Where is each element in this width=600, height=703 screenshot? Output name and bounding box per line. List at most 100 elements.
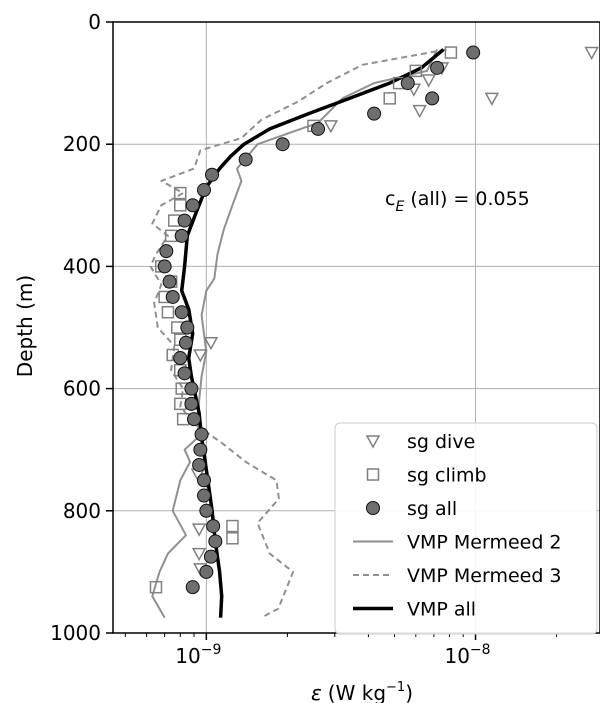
marker-circle [159, 244, 174, 259]
legend-box [334, 422, 598, 635]
marker-square [383, 92, 396, 105]
marker-triangle [191, 523, 207, 537]
marker-triangle [203, 337, 219, 351]
x-axis-units: (W kg [328, 681, 386, 703]
y-tick-label: 0 [88, 10, 101, 34]
marker-triangle [584, 46, 599, 61]
y-tick-label: 200 [63, 132, 101, 156]
marker-circle [187, 412, 202, 427]
marker-circle [185, 580, 200, 595]
marker-square [366, 468, 380, 481]
marker-triangle [484, 92, 500, 106]
x-tick-exponent: −8 [470, 642, 491, 658]
marker-square [409, 64, 423, 78]
marker-circle [311, 121, 326, 136]
marker-circle [174, 305, 189, 320]
series-sg-all [157, 45, 481, 595]
legend-entry: VMP Mermeed 2 [353, 532, 562, 554]
x-axis-label: ε (W kg−1) [311, 680, 413, 703]
annot-subscript: E [395, 199, 404, 215]
series-layer [149, 45, 599, 619]
legend: sg dive sg climb sg all VMP Mermeed 2 VMP Me… [334, 422, 598, 635]
series-vmp-mermeed-3 [149, 48, 447, 619]
marker-triangle [191, 547, 207, 562]
x-tick-label: 10−9 [175, 642, 221, 668]
marker-square [226, 532, 239, 545]
x-axis-units-exp: −1 [386, 680, 405, 695]
marker-circle [180, 320, 195, 335]
marker-circle [238, 152, 253, 167]
annot-prefix: c [385, 188, 395, 210]
marker-circle [199, 503, 214, 518]
marker-circle [177, 366, 192, 381]
y-tick-label: 600 [63, 377, 101, 401]
marker-square [174, 199, 187, 212]
x-tick-label: 10−8 [444, 642, 490, 668]
marker-circle [185, 198, 200, 213]
x-tick-base: 10 [175, 644, 200, 668]
annot-suffix: (all) = 0.055 [404, 188, 529, 210]
marker-triangle [421, 74, 436, 88]
y-tick-label: 1000 [50, 621, 101, 645]
series-line [149, 48, 447, 619]
y-tick-label: 800 [63, 499, 101, 523]
marker-circle [400, 76, 415, 91]
x-tick-base: 10 [444, 644, 469, 668]
marker-circle [165, 289, 180, 304]
legend-label: sg climb [407, 465, 487, 487]
marker-triangle [412, 104, 427, 119]
x-tick-exponent: −9 [201, 642, 222, 658]
marker-circle [194, 427, 209, 442]
ce-annotation: cE (all) = 0.055 [385, 188, 530, 215]
marker-square [161, 305, 175, 319]
marker-triangle [193, 349, 208, 363]
series-line [179, 48, 445, 618]
series-line [151, 49, 439, 619]
legend-entry: sg dive [365, 431, 475, 453]
marker-circle [425, 91, 440, 106]
marker-square [176, 412, 190, 426]
marker-circle [162, 274, 177, 289]
marker-square [444, 46, 458, 59]
legend-label: sg all [407, 498, 457, 520]
series-vmp-all [179, 48, 445, 618]
marker-circle [157, 259, 172, 274]
legend-entry: VMP Mermeed 3 [353, 565, 562, 587]
marker-circle [203, 549, 218, 564]
marker-circle [196, 473, 211, 488]
marker-square [149, 580, 163, 594]
marker-circle [196, 488, 211, 503]
marker-circle [466, 45, 481, 60]
marker-circle [192, 457, 207, 472]
legend-entry: sg climb [366, 465, 487, 487]
legend-label: sg dive [407, 431, 475, 453]
marker-circle [208, 534, 223, 549]
marker-square [174, 186, 187, 200]
marker-circle [205, 167, 220, 182]
marker-circle [366, 501, 380, 515]
marker-circle [275, 137, 290, 152]
marker-circle [367, 106, 382, 121]
marker-circle [206, 519, 221, 534]
marker-circle [430, 60, 445, 75]
x-axis-units-close: ) [405, 681, 413, 703]
marker-circle [173, 351, 188, 366]
marker-circle [196, 183, 211, 198]
legend-label: VMP all [407, 599, 476, 621]
marker-circle [177, 213, 192, 228]
marker-circle [178, 335, 193, 350]
marker-triangle [323, 120, 339, 134]
legend-entry: sg all [366, 498, 457, 520]
x-axis-symbol: ε [311, 681, 322, 703]
legend-label: VMP Mermeed 3 [407, 565, 562, 587]
marker-triangle [365, 435, 381, 449]
legend-label: VMP Mermeed 2 [407, 532, 562, 554]
legend-entry: VMP all [353, 599, 476, 621]
marker-circle [174, 228, 189, 243]
marker-square [226, 519, 239, 533]
marker-circle [193, 442, 208, 457]
marker-circle [184, 381, 199, 396]
marker-circle [184, 396, 199, 411]
y-axis-label: Depth (m) [13, 275, 37, 377]
